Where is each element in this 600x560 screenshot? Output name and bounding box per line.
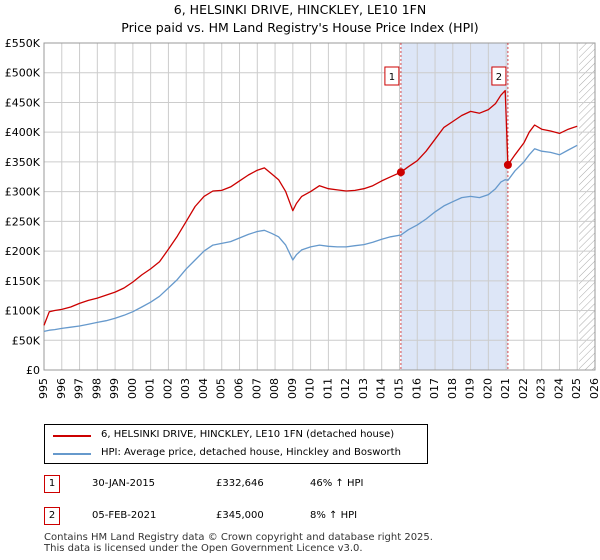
x-tick-label: 2008 <box>268 378 281 400</box>
hpi-series-line <box>43 144 578 333</box>
sale-badge-2: 2 <box>44 507 60 525</box>
x-tick-label: 2020 <box>481 378 494 400</box>
price-chart: £0 £50K £100K £150K £200K £250K £300K £350K £400… <box>5 37 600 400</box>
x-tick-label: 2026 <box>588 378 600 400</box>
sale-point-1 <box>396 168 405 177</box>
x-tick-label: 2023 <box>535 378 548 400</box>
x-tick-label: 2001 <box>144 378 157 400</box>
x-tick-label: 2016 <box>410 378 423 400</box>
sale-badge-1: 1 <box>44 475 60 493</box>
x-tick-label: 2019 <box>464 378 477 400</box>
x-tick-label: 2018 <box>446 378 459 400</box>
x-tick-label: 2021 <box>499 378 512 400</box>
annotation-box-2 <box>491 66 507 86</box>
x-tick-label: 2000 <box>126 378 139 400</box>
plot-frame <box>43 42 596 371</box>
y-tick-label: £550K <box>5 37 41 50</box>
x-tick-label: 2024 <box>552 378 565 400</box>
chart-title: 6, HELSINKI DRIVE, HINCKLEY, LE10 1FN <box>173 2 427 17</box>
sale-date-1: 30-JAN-2015 <box>92 478 156 489</box>
x-tick-label: 2017 <box>428 378 441 400</box>
x-tick-label: 1999 <box>108 378 121 400</box>
x-tick-label: 2015 <box>392 378 405 400</box>
sale-hpi-2: 8% ↑ HPI <box>310 510 358 521</box>
y-tick-label: £200K <box>5 245 41 258</box>
y-tick-label: £400K <box>5 126 41 139</box>
x-tick-label: 2022 <box>517 378 530 400</box>
x-tick-label: 2006 <box>233 378 246 400</box>
x-tick-label: 2014 <box>375 378 388 400</box>
chart-subtitle: Price paid vs. HM Land Registry's House … <box>121 20 479 35</box>
y-tick-label: £500K <box>5 67 41 80</box>
x-tick-label: 1996 <box>55 378 68 400</box>
y-tick-label: £250K <box>5 215 41 228</box>
y-tick-label: £0 <box>26 364 40 377</box>
annotation-label-1: 1 <box>389 72 395 83</box>
x-tick-label: 2010 <box>304 378 317 400</box>
holding-period-shade <box>400 43 508 370</box>
footer-licence: This data is licensed under the Open Gov… <box>44 543 363 554</box>
x-tick-label: 2003 <box>179 378 192 400</box>
sale-date-2: 05-FEB-2021 <box>92 510 157 521</box>
sale-price-1: £332,646 <box>216 478 264 489</box>
y-tick-label: £450K <box>5 96 41 109</box>
x-tick-label: 1998 <box>90 378 103 400</box>
legend-label-hpi: HPI: Average price, detached house, Hinc… <box>101 447 401 458</box>
y-tick-label: £300K <box>5 186 41 199</box>
property-series-line <box>43 89 578 326</box>
x-tick-label: 2004 <box>197 378 210 400</box>
legend: 6, HELSINKI DRIVE, HINCKLEY, LE10 1FN (d… <box>44 424 428 464</box>
sale-hpi-1: 46% ↑ HPI <box>310 478 364 489</box>
annotation-box-1 <box>384 66 400 86</box>
sale-price-2: £345,000 <box>216 510 264 521</box>
x-tick-label: 2009 <box>286 378 299 400</box>
x-tick-label: 2011 <box>321 378 334 400</box>
forecast-hatch <box>579 43 595 370</box>
sale-point-2 <box>503 160 512 169</box>
footer-copyright: Contains HM Land Registry data © Crown c… <box>44 532 433 543</box>
annotation-label-2: 2 <box>496 72 502 83</box>
y-tick-label: £350K <box>5 156 41 169</box>
x-tick-label: 2025 <box>570 378 583 400</box>
legend-swatch-property <box>53 435 91 437</box>
x-tick-label: 2005 <box>215 378 228 400</box>
y-tick-label: £50K <box>12 334 41 347</box>
x-tick-label: 1995 <box>37 378 50 400</box>
x-tick-label: 2013 <box>357 378 370 400</box>
y-tick-label: £100K <box>5 305 41 318</box>
x-tick-label: 2012 <box>339 378 352 400</box>
x-tick-label: 2007 <box>250 378 263 400</box>
legend-swatch-hpi <box>53 453 91 455</box>
x-tick-label: 1997 <box>73 378 86 400</box>
y-tick-label: £150K <box>5 275 41 288</box>
x-tick-label: 2002 <box>161 378 174 400</box>
legend-label-property: 6, HELSINKI DRIVE, HINCKLEY, LE10 1FN (d… <box>101 429 395 440</box>
